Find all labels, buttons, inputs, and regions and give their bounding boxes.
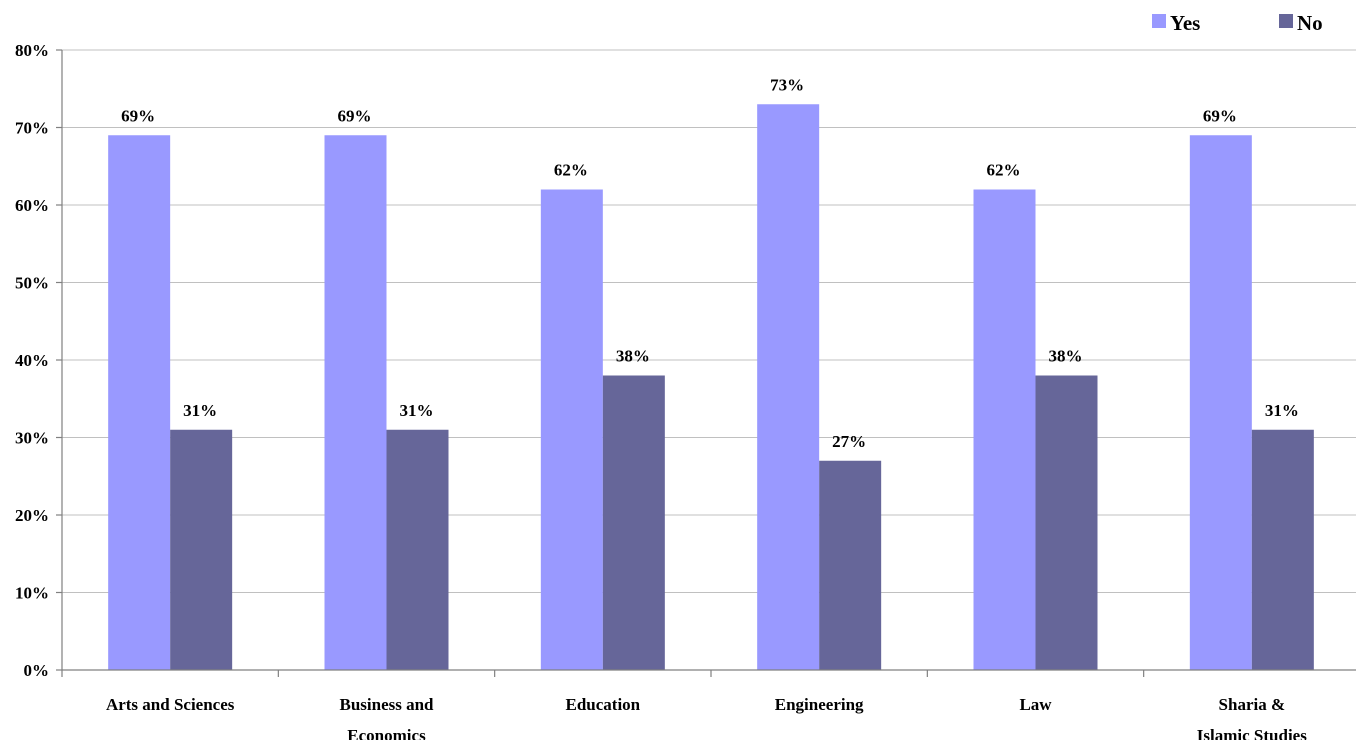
bar-yes-1	[324, 135, 387, 670]
y-tick-label: 30%	[15, 429, 49, 448]
bar-no-4	[1035, 375, 1098, 670]
data-label-no-3: 27%	[832, 432, 866, 451]
bar-yes-4	[973, 189, 1036, 670]
data-label-no-2: 38%	[616, 347, 650, 366]
legend-label-no: No	[1297, 11, 1323, 35]
bar-yes-3	[757, 104, 820, 670]
data-label-yes-2: 62%	[554, 161, 588, 180]
x-category-label-5: Sharia & Islamic Studies	[1197, 695, 1307, 740]
legend-swatch-no	[1279, 14, 1293, 28]
y-axis-ticks: 0% 10% 20% 30% 40% 50% 60% 70% 80%	[15, 41, 62, 680]
bar-no-2	[602, 375, 665, 670]
axes	[61, 50, 1356, 677]
data-label-no-4: 38%	[1049, 347, 1083, 366]
bar-yes-2	[540, 189, 603, 670]
data-label-no-0: 31%	[183, 401, 217, 420]
legend-label-yes: Yes	[1170, 11, 1200, 35]
y-tick-label: 20%	[15, 506, 49, 525]
legend-swatch-yes	[1152, 14, 1166, 28]
data-labels: 69% 31% 69% 31% 62% 38% 73% 27% 62% 38% 69% 31%	[121, 75, 1299, 451]
data-label-yes-3: 73%	[770, 75, 804, 94]
x-axis-categories: Arts and Sciences Business and Economics Ed…	[106, 695, 1307, 740]
y-tick-label: 10%	[15, 584, 49, 603]
bar-no-0	[170, 429, 233, 670]
bar-yes-5	[1189, 135, 1252, 670]
data-label-yes-5: 69%	[1203, 106, 1237, 125]
x-category-label-1: Business and Economics	[339, 695, 434, 740]
x-category-label-0: Arts and Sciences	[106, 695, 235, 714]
y-tick-label: 70%	[15, 119, 49, 138]
data-label-no-1: 31%	[400, 401, 434, 420]
data-label-yes-0: 69%	[121, 106, 155, 125]
data-label-yes-1: 69%	[338, 106, 372, 125]
x-category-label-2: Education	[566, 695, 641, 714]
y-tick-label: 50%	[15, 274, 49, 293]
y-tick-label: 80%	[15, 41, 49, 60]
gridlines	[62, 49, 1356, 593]
y-tick-label: 40%	[15, 351, 49, 370]
y-tick-label: 0%	[24, 661, 50, 680]
data-label-no-5: 31%	[1265, 401, 1299, 420]
bar-no-5	[1251, 429, 1314, 670]
y-tick-label: 60%	[15, 196, 49, 215]
x-category-label-4: Law	[1019, 695, 1052, 714]
bars	[108, 104, 1314, 670]
bar-yes-0	[108, 135, 171, 670]
x-category-label-3: Engineering	[775, 695, 864, 714]
legend: Yes No	[1152, 11, 1323, 35]
data-label-yes-4: 62%	[987, 161, 1021, 180]
bar-no-1	[386, 429, 449, 670]
bar-no-3	[819, 460, 882, 670]
